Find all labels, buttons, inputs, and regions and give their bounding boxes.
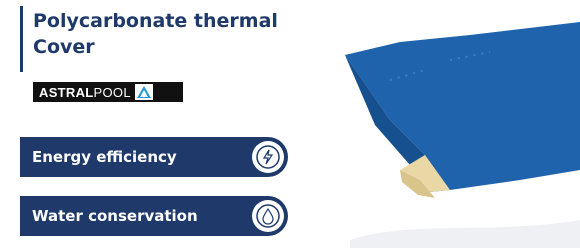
product-card: Polycarbonate thermal Cover ASTRALPOOL E… xyxy=(0,0,580,248)
accent-rule xyxy=(20,6,23,72)
brand-bold: ASTRAL xyxy=(39,85,94,100)
product-image xyxy=(330,20,580,248)
product-title: Polycarbonate thermal Cover xyxy=(33,8,303,60)
brand-mark xyxy=(135,84,153,100)
feature-badge: Water conservation xyxy=(20,196,288,236)
badge-icon xyxy=(252,200,284,232)
brand-light: POOL xyxy=(94,85,131,100)
feature-badge: Energy efficiency xyxy=(20,137,288,177)
badge-label: Energy efficiency xyxy=(32,148,177,166)
badge-icon xyxy=(252,141,284,173)
badge-label: Water conservation xyxy=(32,207,198,225)
